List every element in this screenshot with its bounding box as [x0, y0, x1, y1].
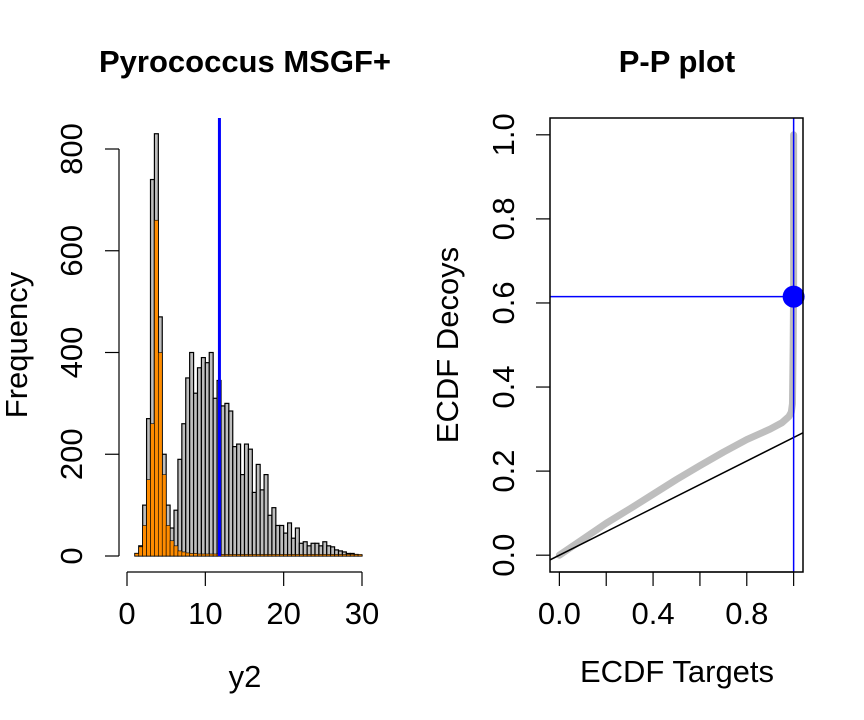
- pp-plot-panel: P-P plot 0.0 0.4 0.8 0.0 0.2 0.4 0.6 0.8 1.0 ECD…: [430, 44, 805, 689]
- histogram-bar-decoy: [236, 554, 241, 557]
- histogram-bar-decoy: [177, 550, 183, 557]
- pp-plot-frame: [549, 117, 804, 573]
- pp-plot-axes: 0.0 0.4 0.8 0.0 0.2 0.4 0.6 0.8 1.0: [486, 113, 804, 631]
- histogram-bar-decoy: [318, 554, 324, 557]
- histogram-x-tick-label: 0: [118, 596, 135, 631]
- histogram-bar-decoy: [291, 554, 296, 557]
- histogram-y-label: Frequency: [0, 271, 34, 418]
- histogram-y-tick-label: 200: [54, 428, 89, 480]
- histogram-bar-decoy: [322, 554, 328, 557]
- histogram-bar-decoy: [252, 554, 257, 557]
- pp-y-tick-label: 0.8: [486, 197, 521, 240]
- histogram-bar-decoy: [232, 554, 237, 557]
- histogram-bar-decoy: [146, 479, 151, 557]
- histogram-bar-decoy: [310, 554, 316, 557]
- histogram-bar-decoy: [150, 423, 155, 557]
- pp-plot-x-label: ECDF Targets: [580, 654, 774, 689]
- histogram-bar-decoy: [263, 554, 269, 557]
- histogram-bar-decoy: [259, 554, 265, 557]
- pp-reference-line: [550, 432, 803, 561]
- pp-x-tick-label: 0.0: [538, 596, 581, 631]
- histogram-bar-decoy: [326, 554, 331, 557]
- histogram-bar-decoy: [279, 554, 284, 557]
- histogram-bar-decoy: [302, 554, 308, 557]
- histogram-x-tick-label: 30: [345, 596, 379, 631]
- histogram-bar-decoy: [181, 551, 187, 557]
- histogram-bar-decoy: [330, 554, 335, 557]
- histogram-bar-decoy: [228, 554, 234, 557]
- histogram-bar-decoy: [299, 554, 304, 557]
- pp-y-tick-label: 0.2: [486, 450, 521, 493]
- histogram-bar-decoy: [295, 554, 300, 557]
- histogram-bar-decoy: [338, 554, 343, 557]
- histogram-bar-decoy: [154, 219, 159, 557]
- histogram-bar-decoy: [283, 554, 288, 557]
- histogram-bar-decoy: [138, 546, 143, 557]
- histogram-bar-decoy: [255, 554, 261, 557]
- histogram-bar-decoy: [248, 554, 253, 557]
- histogram-title: Pyrococcus MSGF+: [99, 44, 391, 79]
- histogram-bar-decoy: [224, 554, 230, 557]
- histogram-y-tick-label: 800: [54, 123, 89, 175]
- histogram-y-tick-label: 400: [54, 327, 89, 379]
- histogram-bar-decoy: [185, 552, 190, 557]
- histogram-x-tick-label: 20: [266, 596, 300, 631]
- histogram-bar-decoy: [158, 352, 163, 557]
- histogram-axes: 0 10 20 30 0 200 400 600 800: [54, 123, 379, 631]
- histogram-y-tick-label: 600: [54, 225, 89, 277]
- histogram-bar-decoy: [173, 545, 179, 557]
- histogram-bar-decoy: [353, 554, 359, 557]
- histogram-x-label: y2: [229, 659, 262, 694]
- histogram-bar-decoy: [193, 553, 198, 557]
- histogram-bar-decoy: [275, 554, 281, 557]
- histogram-bar-decoy: [205, 553, 210, 557]
- histogram-bar-decoy: [346, 554, 351, 557]
- histogram-bar-decoy: [165, 525, 171, 557]
- histogram-bar-decoy: [197, 553, 202, 557]
- histogram-bar-decoy: [306, 554, 312, 557]
- histogram-bar-decoy: [134, 553, 140, 557]
- pp-highlight-point: [782, 285, 805, 308]
- pp-y-tick-label: 0.4: [486, 365, 521, 408]
- pp-x-tick-label: 0.4: [632, 596, 675, 631]
- pp-y-tick-label: 0.0: [486, 534, 521, 577]
- pp-x-tick-label: 0.8: [725, 596, 768, 631]
- histogram-bar-decoy: [169, 540, 175, 557]
- histogram-bar-decoy: [287, 554, 292, 557]
- pp-plot-area: [550, 118, 805, 572]
- histogram-bar-decoy: [314, 554, 320, 557]
- histogram-bar-decoy: [342, 554, 347, 557]
- histogram-bar-decoy: [220, 554, 226, 557]
- pp-plot-y-label: ECDF Decoys: [430, 247, 465, 443]
- pp-curve: [555, 131, 798, 559]
- pp-plot-inner: [550, 118, 803, 572]
- pp-y-tick-label: 0.6: [486, 281, 521, 324]
- histogram-bar-decoy: [240, 554, 245, 557]
- histogram-y-tick-label: 0: [54, 547, 89, 564]
- histogram-panel: Pyrococcus MSGF+ 0 10 20 30 0 200 400 600 800 y2…: [0, 44, 391, 694]
- histogram-x-tick-label: 10: [188, 596, 222, 631]
- histogram-bar-decoy: [334, 554, 339, 557]
- histogram-bar-decoy: [142, 525, 147, 557]
- histogram-bar-decoy: [244, 554, 249, 557]
- histogram-bar-decoy: [201, 553, 206, 557]
- histogram-bar-decoy: [212, 553, 218, 557]
- histogram-bar-decoy: [208, 553, 214, 557]
- histogram-bar-decoy: [189, 553, 194, 557]
- histogram-bar-decoy: [349, 554, 355, 557]
- histogram-bar-decoy: [271, 554, 277, 557]
- histogram-bar-decoy: [357, 554, 363, 557]
- histogram-bars: [134, 118, 363, 557]
- pp-plot-title: P-P plot: [619, 44, 736, 79]
- histogram-bar-decoy: [267, 554, 273, 557]
- histogram-bar-decoy: [161, 474, 167, 557]
- pp-y-tick-label: 1.0: [486, 113, 521, 156]
